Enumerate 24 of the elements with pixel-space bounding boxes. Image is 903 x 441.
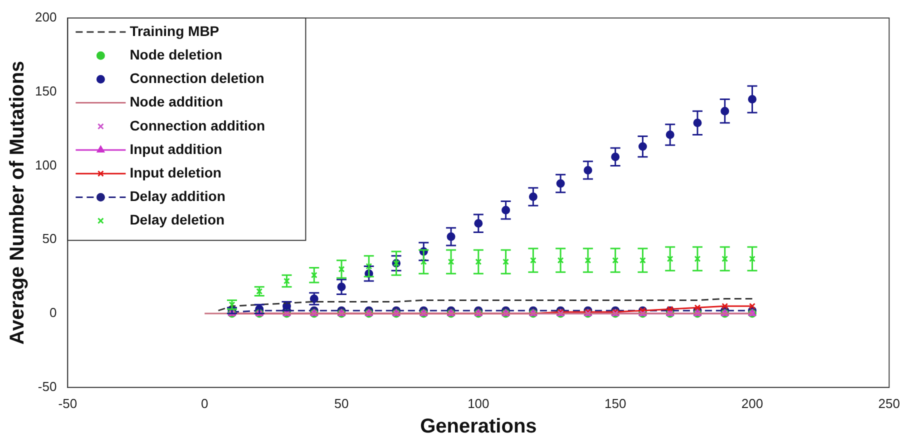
legend-label: Delay deletion: [130, 212, 225, 228]
legend-label: Training MBP: [130, 22, 220, 39]
y-tick-label: 100: [34, 157, 57, 172]
legend-label: Connection deletion: [130, 70, 264, 86]
x-axis-title: Generations: [420, 416, 537, 438]
x-tick-label: 250: [878, 396, 900, 411]
y-axis-title: Average Number of Mutations: [6, 60, 29, 345]
x-tick-label: 0: [200, 396, 208, 411]
y-tick-label: -50: [38, 378, 57, 394]
legend-label: Delay addition: [130, 188, 226, 204]
y-tick-label: 50: [42, 231, 57, 246]
x-tick-label: 50: [334, 396, 349, 411]
y-tick-label: 150: [34, 83, 57, 98]
y-tick-label: 0: [49, 305, 57, 320]
x-tick-label: 200: [741, 396, 764, 411]
x-tick-label: 150: [604, 396, 626, 411]
legend-label: Node addition: [130, 94, 224, 110]
x-tick-label: 100: [468, 396, 490, 411]
x-tick-label: -50: [58, 396, 78, 411]
legend-label: Input deletion: [130, 164, 222, 180]
legend-label: Input addition: [130, 140, 222, 157]
legend-label: Node deletion: [130, 46, 222, 62]
legend-label: Connection addition: [130, 117, 266, 134]
y-tick-label: 200: [34, 10, 57, 25]
